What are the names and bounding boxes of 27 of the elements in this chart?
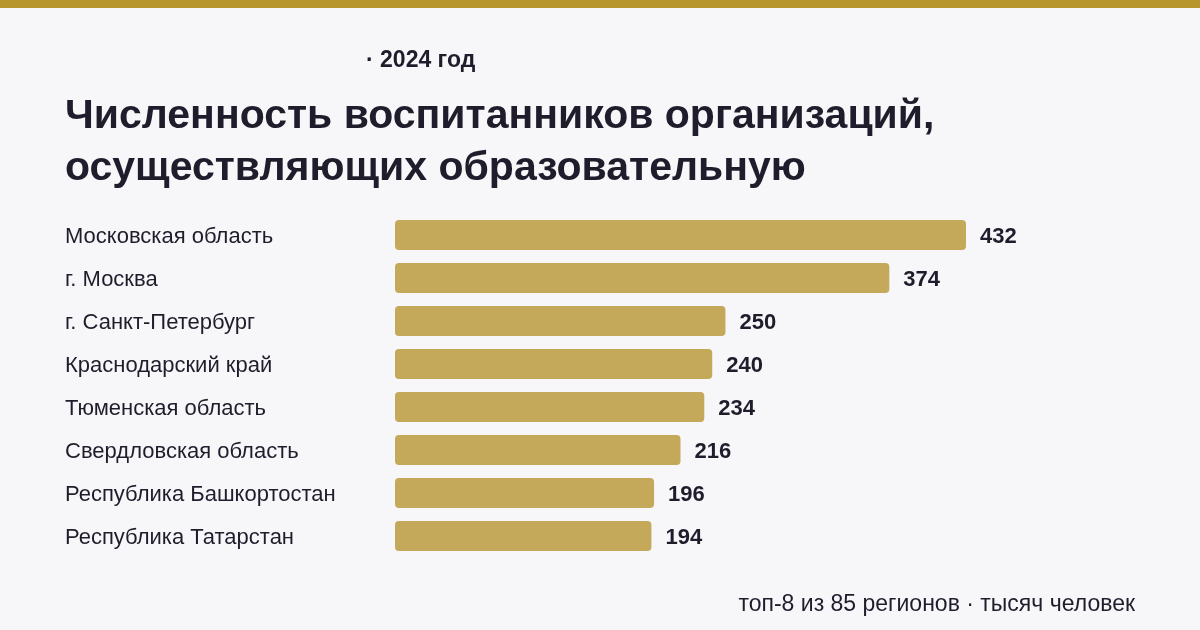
text: топ-8 из 85 регионов · тысяч человек [738,590,1135,617]
chart-title: Численность воспитанников организаций, осуществляющих образовательную [65,90,936,191]
y-tick-label: Краснодарский край [65,351,273,377]
data-label: 216 [694,437,732,463]
data-label: 250 [739,308,777,334]
y-tick-label: Республика Татарстан [65,523,295,549]
data-label: 432 [980,222,1017,248]
data-label: 234 [718,394,756,420]
data-label: 240 [726,351,763,377]
bar [395,263,890,293]
bar [395,435,681,465]
y-tick-label: Свердловская область [65,437,299,463]
chart-subtitle: · 2024 год [366,46,476,73]
bar [395,392,705,422]
y-tick-label: г. Санкт-Петербург [65,308,256,334]
y-tick-label: Республика Башкортостан [65,480,336,506]
y-tick-label: Московская область [65,222,274,248]
data-label: 374 [903,265,941,291]
data-label: 196 [668,480,705,506]
data-label: 194 [665,523,703,549]
bar [395,478,655,508]
y-tick-label: Тюменская область [65,394,267,420]
bar [395,220,966,250]
bar [395,306,726,336]
bar [395,349,713,379]
y-tick-label: г. Москва [65,265,159,291]
bar [395,521,652,551]
